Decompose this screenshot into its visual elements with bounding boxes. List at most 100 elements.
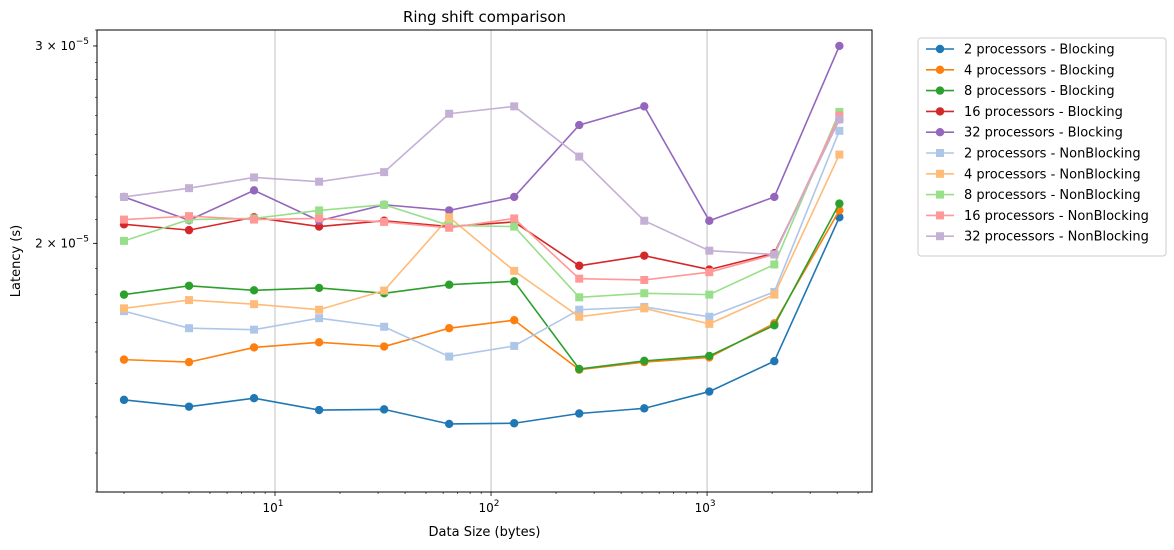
data-point — [315, 206, 324, 215]
legend-item: 16 processors - Blocking — [926, 105, 1123, 120]
data-point — [315, 314, 324, 323]
series-line — [123, 130, 841, 358]
legend-label: 2 processors - Blocking — [964, 43, 1115, 58]
data-point — [770, 250, 779, 259]
data-point — [705, 312, 714, 321]
legend-label: 16 processors - NonBlocking — [964, 209, 1149, 224]
data-point — [444, 206, 454, 215]
legend-marker — [936, 211, 944, 220]
series-line — [123, 45, 841, 222]
data-point — [575, 274, 584, 283]
axes-ticks: 101 102 103 2 × 10−5 3 × 10−5 — [35, 29, 859, 515]
plot-frame — [96, 29, 873, 493]
legend-label: 2 processors - NonBlocking — [964, 147, 1141, 162]
series-line — [123, 115, 841, 281]
x-axis-label: Data Size (bytes) — [429, 525, 541, 540]
data-point — [119, 290, 129, 299]
legend-label: 4 processors - NonBlocking — [964, 167, 1141, 182]
data-point — [705, 268, 714, 277]
legend-marker — [936, 190, 944, 199]
data-point — [575, 305, 584, 314]
data-point — [705, 290, 714, 299]
data-point — [835, 126, 844, 135]
data-point — [249, 286, 259, 295]
data-point — [314, 338, 324, 347]
data-point — [575, 364, 584, 374]
data-point — [314, 222, 324, 231]
legend-marker — [935, 86, 945, 95]
legend-label: 8 processors - Blocking — [964, 84, 1115, 99]
data-point — [444, 324, 454, 333]
data-point — [510, 102, 519, 111]
data-point — [575, 312, 584, 321]
legend-label: 32 processors - NonBlocking — [964, 230, 1149, 245]
data-point — [640, 289, 649, 298]
data-point — [835, 115, 844, 124]
data-point — [640, 275, 649, 284]
data-point — [770, 192, 779, 202]
data-point — [380, 286, 389, 295]
data-point — [315, 177, 324, 186]
data-point — [835, 150, 844, 159]
data-point — [575, 293, 584, 302]
data-point — [445, 352, 454, 361]
data-point — [575, 409, 584, 418]
data-point — [510, 214, 519, 223]
data-point — [119, 215, 128, 224]
legend-item: 8 processors - NonBlocking — [926, 188, 1141, 203]
data-point — [314, 283, 324, 293]
legend-marker — [935, 107, 945, 116]
data-point — [119, 304, 128, 313]
series-layer — [119, 41, 844, 429]
data-point — [445, 213, 454, 222]
data-point — [770, 356, 779, 366]
legend: 2 processors - Blocking 4 processors - Bl… — [917, 37, 1167, 257]
data-point — [640, 251, 649, 260]
legend-label: 16 processors - Blocking — [964, 105, 1123, 120]
x-tick-label: 103 — [695, 499, 716, 515]
data-point — [119, 395, 129, 405]
data-point — [705, 246, 714, 255]
data-point — [444, 280, 454, 289]
data-point — [575, 120, 584, 130]
legend-item: 16 processors - NonBlocking — [926, 209, 1149, 224]
series-line — [123, 203, 841, 370]
y-axis-label: Latency (s) — [9, 225, 24, 297]
y-tick-label: 2 × 10−5 — [35, 234, 89, 250]
legend-item: 4 processors - Blocking — [926, 63, 1115, 78]
data-point — [640, 356, 649, 366]
data-point — [119, 192, 128, 201]
data-point — [184, 225, 194, 235]
data-point — [640, 404, 649, 413]
data-point — [770, 321, 779, 330]
legend-item: 4 processors - NonBlocking — [926, 167, 1141, 182]
data-point — [509, 315, 519, 325]
data-point — [380, 200, 389, 209]
data-point — [314, 405, 324, 415]
data-point — [315, 214, 324, 223]
series-line — [123, 210, 841, 371]
legend-item: 2 processors - Blocking — [926, 43, 1115, 58]
legend-label: 4 processors - Blocking — [964, 63, 1115, 78]
data-point — [119, 236, 128, 245]
data-point — [509, 277, 519, 286]
data-point — [249, 394, 259, 403]
data-point — [705, 216, 714, 225]
legend-marker — [935, 44, 945, 54]
x-tick-label: 101 — [262, 499, 283, 515]
legend-item: 32 processors - Blocking — [926, 126, 1123, 141]
data-point — [379, 405, 389, 414]
data-point — [379, 342, 389, 351]
data-point — [380, 217, 389, 226]
series-10 — [119, 102, 844, 259]
series-line — [123, 105, 841, 256]
data-point — [705, 351, 714, 361]
legend-label: 32 processors - Blocking — [964, 126, 1123, 141]
data-point — [445, 109, 454, 118]
data-point — [250, 173, 259, 182]
data-point — [185, 184, 194, 193]
data-point — [249, 343, 259, 352]
data-point — [185, 324, 194, 333]
data-point — [510, 341, 519, 350]
